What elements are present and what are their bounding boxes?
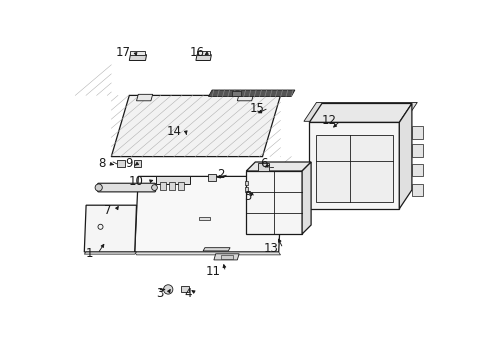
Polygon shape: [203, 248, 230, 251]
Polygon shape: [208, 90, 294, 96]
Bar: [117, 160, 124, 167]
Polygon shape: [303, 102, 416, 121]
Bar: [181, 286, 189, 292]
Polygon shape: [196, 55, 211, 60]
Text: 17: 17: [116, 46, 131, 59]
Polygon shape: [136, 94, 152, 101]
Polygon shape: [246, 171, 302, 234]
Polygon shape: [309, 104, 411, 122]
Bar: [133, 160, 141, 167]
Text: 1: 1: [85, 247, 93, 260]
Polygon shape: [411, 144, 422, 157]
Circle shape: [163, 285, 172, 294]
Polygon shape: [130, 51, 145, 55]
Polygon shape: [221, 255, 232, 259]
Bar: [160, 182, 166, 190]
Polygon shape: [411, 184, 422, 196]
Text: 12: 12: [321, 114, 336, 127]
Polygon shape: [134, 252, 280, 255]
Polygon shape: [199, 217, 210, 220]
Bar: [178, 182, 184, 190]
Bar: [168, 182, 175, 190]
Bar: [156, 176, 190, 184]
Text: 11: 11: [205, 265, 221, 278]
Bar: [244, 187, 247, 192]
Text: 16: 16: [189, 46, 204, 59]
Text: 6: 6: [260, 157, 267, 170]
Text: 13: 13: [264, 242, 278, 255]
Text: 4: 4: [184, 287, 192, 300]
Text: 5: 5: [244, 190, 251, 203]
Polygon shape: [411, 164, 422, 176]
Text: 15: 15: [249, 102, 264, 114]
Bar: [258, 163, 268, 171]
Polygon shape: [309, 122, 399, 209]
Polygon shape: [237, 94, 253, 101]
Polygon shape: [84, 252, 136, 254]
Polygon shape: [129, 55, 146, 60]
Text: 7: 7: [103, 204, 111, 217]
Polygon shape: [231, 91, 241, 96]
Polygon shape: [302, 162, 310, 234]
Polygon shape: [111, 95, 280, 157]
Bar: [208, 174, 216, 181]
Polygon shape: [411, 126, 422, 139]
Text: 10: 10: [128, 175, 143, 188]
Text: 9: 9: [125, 157, 133, 170]
Polygon shape: [246, 162, 310, 171]
Circle shape: [95, 184, 102, 191]
Polygon shape: [213, 254, 239, 260]
Polygon shape: [197, 51, 210, 55]
Polygon shape: [258, 91, 287, 95]
Circle shape: [151, 185, 157, 190]
Polygon shape: [134, 176, 282, 252]
FancyBboxPatch shape: [98, 183, 155, 192]
Text: 2: 2: [217, 168, 224, 181]
Polygon shape: [84, 205, 136, 252]
Polygon shape: [399, 104, 411, 209]
Text: 3: 3: [156, 287, 163, 300]
Text: 8: 8: [98, 157, 106, 170]
Bar: [244, 181, 247, 185]
Polygon shape: [315, 135, 392, 202]
Text: 14: 14: [166, 125, 181, 138]
